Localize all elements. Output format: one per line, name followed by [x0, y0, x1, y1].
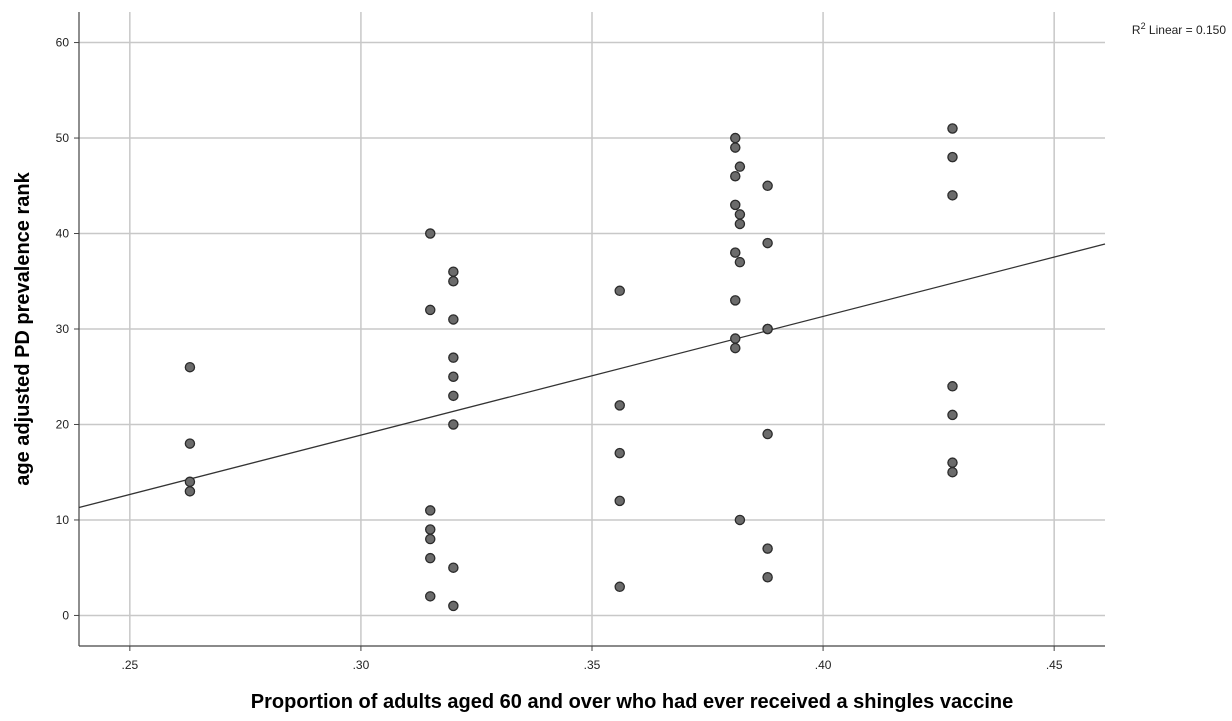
- y-tick-label: 30: [56, 322, 70, 336]
- scatter-point: [448, 352, 459, 363]
- scatter-point: [448, 266, 459, 277]
- scatter-point: [448, 600, 459, 612]
- scatter-point: [448, 276, 459, 287]
- scatter-point: [614, 400, 625, 411]
- x-tick-label: .40: [815, 658, 832, 672]
- fit-line: [78, 243, 1106, 509]
- y-tick-labels: 0 10 20 30 40 50 60: [56, 36, 79, 622]
- scatter-point: [448, 390, 459, 402]
- scatter-point: [947, 151, 958, 163]
- scatter-point: [947, 409, 958, 421]
- scatter-point: [734, 161, 746, 172]
- y-tick-label: 20: [56, 417, 70, 431]
- scatter-point: [184, 438, 196, 449]
- x-tick-label: .45: [1046, 658, 1063, 672]
- y-tick-label: 10: [56, 513, 70, 527]
- y-axis-title: age adjusted PD prevalence rank: [12, 171, 34, 485]
- scatter-point: [730, 132, 741, 144]
- scatter-point: [734, 514, 746, 526]
- scatter-point: [448, 314, 459, 325]
- scatter-point: [614, 581, 625, 593]
- x-tick-label: .30: [353, 658, 370, 672]
- grid: [79, 12, 1105, 646]
- scatter-point: [730, 333, 741, 344]
- scatter-point: [730, 170, 741, 182]
- scatter-point: [947, 190, 958, 201]
- scatter-point: [184, 361, 196, 373]
- scatter-point: [730, 142, 741, 153]
- x-tick-labels: .25 .30 .35 .40 .45: [121, 646, 1063, 672]
- scatter-point: [947, 123, 958, 134]
- scatter-point: [730, 295, 741, 306]
- scatter-point: [424, 228, 436, 239]
- y-tick-label: 40: [56, 227, 70, 241]
- data-points: [184, 123, 958, 612]
- scatter-point: [762, 180, 773, 192]
- scatter-point: [424, 524, 436, 535]
- scatter-point: [614, 285, 625, 297]
- fit-line-group: [78, 243, 1106, 509]
- y-tick-label: 50: [56, 131, 70, 145]
- scatter-point: [734, 209, 746, 220]
- scatter-point: [762, 428, 773, 440]
- r2-superscript: 2: [1141, 21, 1146, 31]
- x-tick-label: .25: [121, 658, 138, 672]
- y-tick-label: 60: [56, 36, 70, 50]
- scatter-point: [730, 247, 741, 258]
- r2-label: R2 Linear = 0.150: [1132, 21, 1226, 37]
- scatter-point: [762, 237, 773, 249]
- scatter-point: [424, 533, 436, 545]
- scatter-point: [762, 323, 773, 335]
- x-axis-title: Proportion of adults aged 60 and over wh…: [251, 691, 1013, 713]
- scatter-point: [730, 342, 741, 354]
- scatter-point: [448, 562, 459, 573]
- scatter-point: [730, 199, 741, 211]
- r2-prefix: R: [1132, 23, 1141, 37]
- y-tick-label: 0: [62, 608, 69, 622]
- x-tick-label: .35: [584, 658, 601, 672]
- scatter-point: [734, 256, 746, 268]
- scatter-point: [448, 419, 459, 430]
- scatter-point: [762, 572, 773, 583]
- scatter-point: [424, 552, 436, 564]
- scatter-point: [947, 466, 958, 478]
- scatter-point: [184, 476, 196, 488]
- scatter-point: [448, 371, 459, 382]
- scatter-point: [184, 486, 196, 497]
- scatter-point: [614, 495, 625, 507]
- scatter-point: [424, 505, 436, 516]
- scatter-point: [424, 591, 436, 602]
- scatter-point: [614, 447, 625, 459]
- scatter-point: [947, 381, 958, 392]
- scatter-point: [947, 457, 958, 468]
- scatter-point: [424, 304, 436, 316]
- scatter-point: [762, 543, 773, 554]
- scatter-point: [734, 218, 746, 230]
- r2-suffix: Linear = 0.150: [1146, 23, 1227, 37]
